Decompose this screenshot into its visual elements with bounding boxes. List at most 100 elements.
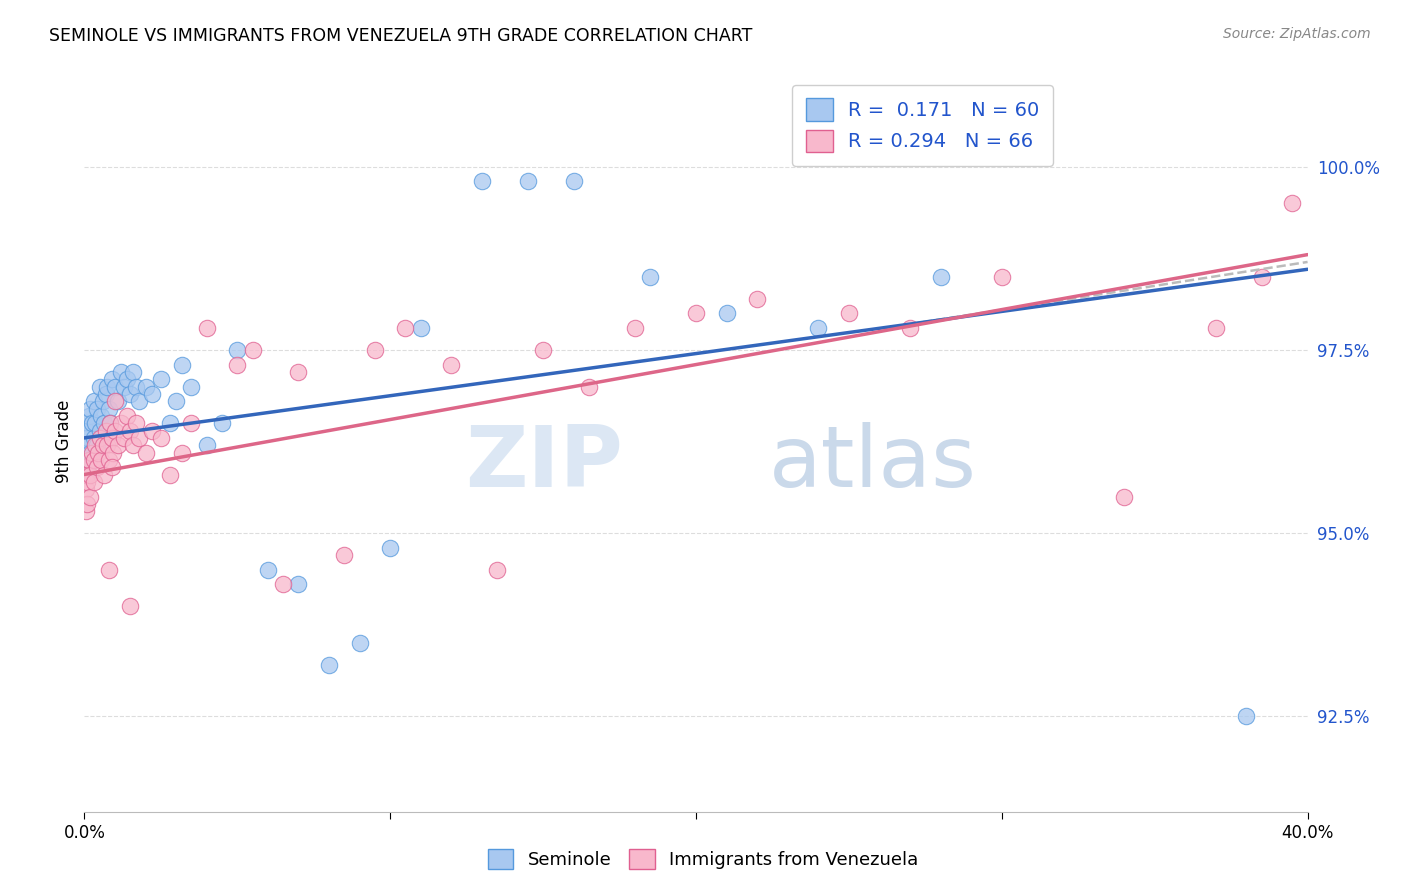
Point — [257, 563, 280, 577]
Point — [112, 379, 135, 393]
Point — [75, 445, 97, 459]
Point — [80, 416, 103, 430]
Point — [83, 453, 105, 467]
Point — [318, 658, 340, 673]
Point — [107, 438, 129, 452]
Point — [180, 379, 202, 393]
Point — [84, 416, 107, 430]
Point — [128, 394, 150, 409]
Point — [929, 269, 952, 284]
Point — [991, 269, 1014, 284]
Point — [165, 394, 187, 409]
Point — [76, 438, 98, 452]
Point — [159, 467, 181, 482]
Point — [76, 497, 98, 511]
Point — [486, 563, 509, 577]
Point — [685, 306, 707, 320]
Point — [90, 409, 112, 423]
Point — [242, 343, 264, 357]
Point — [716, 306, 738, 320]
Legend: Seminole, Immigrants from Venezuela: Seminole, Immigrants from Venezuela — [478, 839, 928, 879]
Legend: R =  0.171   N = 60, R = 0.294   N = 66: R = 0.171 N = 60, R = 0.294 N = 66 — [792, 85, 1053, 166]
Point — [97, 453, 120, 467]
Point — [1250, 269, 1272, 284]
Point — [364, 343, 387, 357]
Point — [1114, 490, 1136, 504]
Point — [211, 416, 233, 430]
Point — [83, 394, 105, 409]
Point — [159, 416, 181, 430]
Point — [104, 379, 127, 393]
Point — [110, 365, 132, 379]
Point — [86, 460, 108, 475]
Point — [83, 475, 105, 489]
Text: atlas: atlas — [769, 422, 977, 505]
Point — [75, 460, 97, 475]
Point — [86, 401, 108, 416]
Point — [128, 431, 150, 445]
Point — [440, 358, 463, 372]
Point — [172, 445, 194, 459]
Point — [380, 541, 402, 555]
Point — [89, 424, 111, 438]
Point — [97, 401, 120, 416]
Point — [110, 416, 132, 430]
Point — [807, 321, 830, 335]
Point — [149, 372, 172, 386]
Point — [90, 453, 112, 467]
Point — [79, 445, 101, 459]
Point — [120, 424, 142, 438]
Point — [93, 416, 115, 430]
Point — [75, 416, 97, 430]
Point — [287, 577, 309, 591]
Point — [226, 358, 249, 372]
Point — [93, 467, 115, 482]
Point — [97, 563, 120, 577]
Point — [172, 358, 194, 372]
Point — [195, 321, 218, 335]
Point — [115, 409, 138, 423]
Point — [1236, 709, 1258, 723]
Point — [96, 438, 118, 452]
Point — [80, 445, 103, 459]
Point — [287, 365, 309, 379]
Point — [75, 504, 97, 518]
Point — [141, 387, 163, 401]
Point — [149, 431, 172, 445]
Point — [141, 424, 163, 438]
Point — [76, 467, 98, 482]
Point — [101, 431, 124, 445]
Point — [125, 416, 148, 430]
Point — [531, 343, 554, 357]
Point — [75, 431, 97, 445]
Point — [83, 431, 105, 445]
Point — [101, 460, 124, 475]
Point — [195, 438, 218, 452]
Point — [1205, 321, 1227, 335]
Point — [747, 292, 769, 306]
Point — [101, 372, 124, 386]
Point — [94, 387, 117, 401]
Point — [96, 379, 118, 393]
Text: ZIP: ZIP — [465, 422, 623, 505]
Point — [271, 577, 294, 591]
Point — [471, 174, 494, 188]
Point — [898, 321, 921, 335]
Point — [86, 438, 108, 452]
Point — [409, 321, 432, 335]
Point — [1281, 196, 1303, 211]
Point — [104, 394, 127, 409]
Point — [75, 482, 97, 496]
Point — [516, 174, 538, 188]
Point — [104, 424, 127, 438]
Point — [578, 379, 600, 393]
Point — [91, 394, 114, 409]
Point — [103, 445, 125, 459]
Point — [77, 409, 100, 423]
Point — [91, 438, 114, 452]
Point — [125, 379, 148, 393]
Point — [79, 467, 101, 482]
Point — [112, 431, 135, 445]
Point — [638, 269, 661, 284]
Point — [120, 387, 142, 401]
